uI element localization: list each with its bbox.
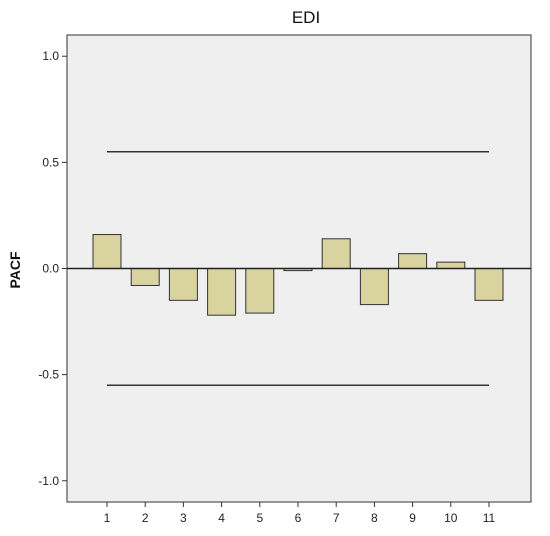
y-tick-label: 1.0 [42,49,59,63]
pacf-bar-lag-8 [359,268,389,306]
pacf-bar-lag-5 [245,268,275,314]
x-tick-label: 11 [483,511,496,525]
x-tick-label: 8 [371,511,378,525]
x-tick-label: 9 [409,511,416,525]
x-tick-label: 6 [295,511,302,525]
x-tick-label: 3 [180,511,187,525]
x-tick-label: 5 [256,511,263,525]
pacf-bar-lag-10 [436,261,466,269]
x-tick-label: 2 [142,511,149,525]
x-tick-label: 4 [218,511,225,525]
y-tick-label: -0.5 [38,368,59,382]
pacf-bar-lag-9 [398,253,428,270]
pacf-bar-lag-3 [168,268,198,301]
pacf-bar-lag-1 [92,234,122,269]
y-tick-label: -1.0 [38,474,59,488]
y-axis-label: PACF [7,251,23,289]
x-tick-label: 1 [104,511,111,525]
pacf-bar-lag-2 [130,268,160,286]
pacf-bar-lag-4 [207,268,237,316]
y-tick-label: 0.0 [42,262,59,276]
chart-title: EDI [292,8,320,27]
y-tick-label: 0.5 [42,155,59,169]
x-tick-label: 7 [333,511,340,525]
x-tick-label: 10 [444,511,458,525]
pacf-bar-lag-7 [321,238,351,269]
pacf-bar-lag-11 [474,268,504,301]
